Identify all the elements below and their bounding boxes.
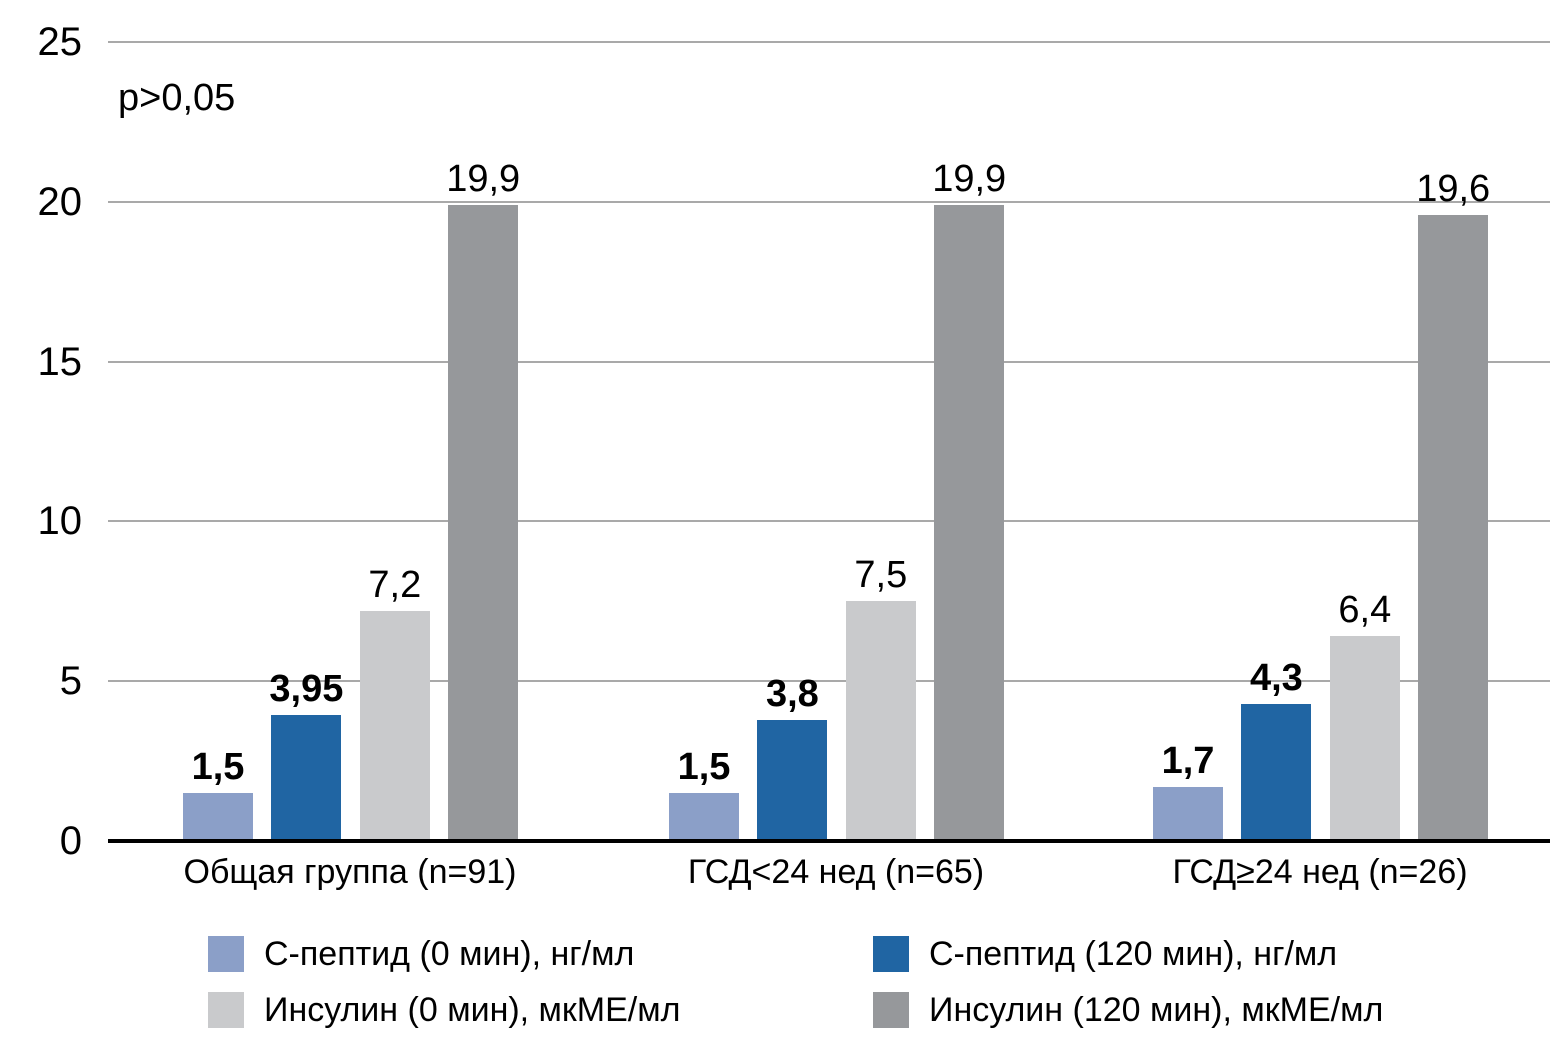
legend-swatch-series3 (873, 992, 909, 1028)
x-axis-category-label: ГСД<24 нед (n=65) (687, 853, 985, 891)
gridline-10 (108, 520, 1550, 523)
gridline-5 (108, 680, 1550, 683)
legend-swatch-series2 (208, 992, 244, 1028)
y-axis-tick-10: 10 (37, 499, 83, 544)
bar-value-label: 19,9 (446, 157, 521, 200)
legend-swatch-series0 (208, 936, 244, 972)
x-axis-line (108, 839, 1550, 843)
bar-value-label: 1,7 (1161, 739, 1215, 782)
legend-swatch-series1 (873, 936, 909, 972)
bar-series2-group0 (359, 610, 430, 841)
x-axis-category-label: Общая группа (n=91) (183, 853, 517, 891)
legend-label-series0: С-пептид (0 мин), нг/мл (264, 935, 635, 973)
bar-value-label: 7,5 (854, 554, 908, 597)
y-axis-tick-0: 0 (59, 819, 82, 863)
legend-label-series1: С-пептид (120 мин), нг/мл (929, 935, 1338, 973)
bar-value-label: 1,5 (677, 746, 731, 789)
x-axis-category-label: ГСД≥24 нед (n=26) (1172, 853, 1468, 891)
bar-value-label: 19,6 (1416, 167, 1491, 210)
bar-value-label: 3,8 (765, 672, 819, 715)
bar-value-label: 19,9 (932, 157, 1007, 200)
bar-series3-group1 (934, 204, 1005, 841)
bar-series3-group2 (1418, 214, 1489, 841)
bar-value-label: 3,95 (269, 667, 344, 710)
bar-series2-group1 (845, 601, 916, 841)
bar-series0-group2 (1153, 786, 1223, 841)
legend-label-series2: Инсулин (0 мин), мкМЕ/мл (264, 991, 681, 1029)
bar-value-label: 4,3 (1249, 656, 1303, 699)
gridline-15 (108, 360, 1550, 363)
bar-value-label: 6,4 (1338, 589, 1392, 632)
gridline-20 (108, 200, 1550, 203)
bar-series0-group1 (669, 793, 739, 841)
bar-value-label: 7,2 (368, 563, 422, 606)
bar-series3-group0 (448, 204, 519, 841)
legend-label-series3: Инсулин (120 мин), мкМЕ/мл (929, 991, 1384, 1029)
bar-value-label: 1,5 (191, 746, 245, 789)
y-axis-tick-5: 5 (59, 659, 82, 704)
bar-series1-group1 (757, 719, 828, 841)
bar-series1-group0 (271, 714, 342, 841)
p-value-annotation: p>0,05 (118, 77, 236, 119)
bar-series2-group2 (1329, 636, 1400, 841)
bar-series1-group2 (1241, 703, 1312, 841)
bar-series0-group0 (183, 793, 253, 841)
y-axis-tick-25: 25 (37, 20, 83, 64)
y-axis-tick-20: 20 (37, 179, 83, 224)
gridline-25 (108, 41, 1550, 43)
y-axis-tick-15: 15 (37, 339, 83, 384)
